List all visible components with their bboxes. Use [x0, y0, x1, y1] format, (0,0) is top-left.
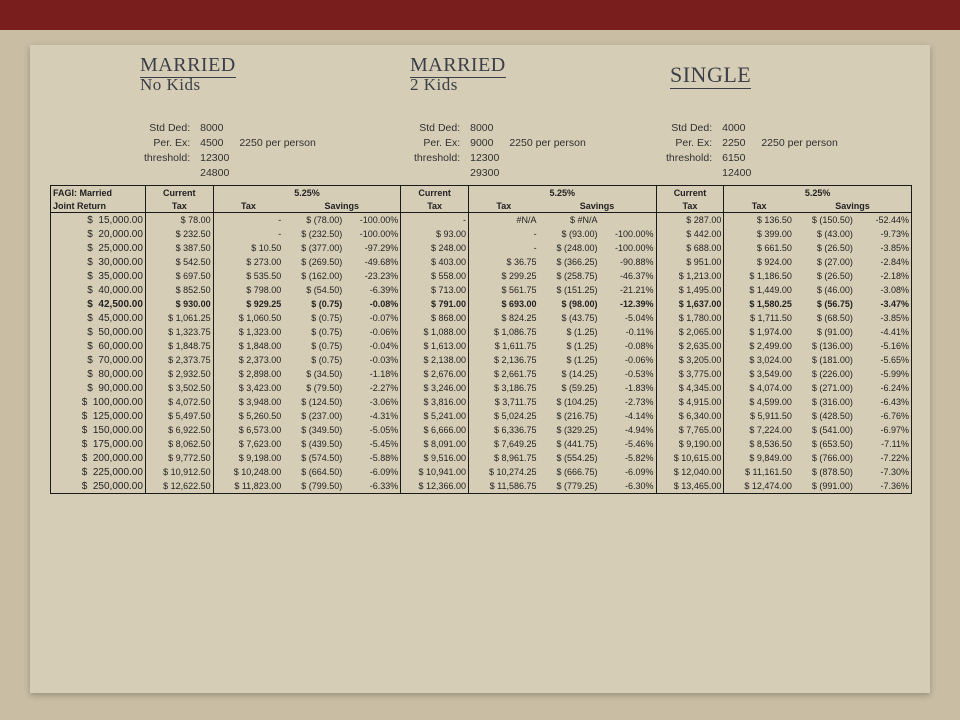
table-row: $ 25,000.00$ 387.50$ 10.50$ (377.00)-97.…: [51, 241, 912, 255]
table-row: $ 225,000.00$ 10,912.50$ 10,248.00$ (664…: [51, 465, 912, 479]
table-row: $ 60,000.00$ 1,848.75$ 1,848.00$ (0.75)-…: [51, 339, 912, 353]
table-row: $ 45,000.00$ 1,061.25$ 1,060.50$ (0.75)-…: [51, 311, 912, 325]
table-row: $ 15,000.00$ 78.00-$ (78.00)-100.00%-#N/…: [51, 213, 912, 228]
table-row: $ 70,000.00$ 2,373.75$ 2,373.00$ (0.75)-…: [51, 353, 912, 367]
table-row: $ 90,000.00$ 3,502.50$ 3,423.00$ (79.50)…: [51, 381, 912, 395]
table-row: $ 150,000.00$ 6,922.50$ 6,573.00$ (349.5…: [51, 423, 912, 437]
table-body: $ 15,000.00$ 78.00-$ (78.00)-100.00%-#N/…: [51, 213, 912, 494]
heading-single: SINGLE: [670, 63, 751, 86]
table-row: $ 30,000.00$ 542.50$ 273.00$ (269.50)-49…: [51, 255, 912, 269]
table-row: $ 35,000.00$ 697.50$ 535.50$ (162.00)-23…: [51, 269, 912, 283]
meta-single: Std Ded:4000 Per. Ex:22502250 per person…: [660, 120, 844, 182]
heading-married-2-kids: MARRIED 2 Kids: [410, 55, 506, 94]
table-row: $ 175,000.00$ 8,062.50$ 7,623.00$ (439.5…: [51, 437, 912, 451]
table-row: $ 20,000.00$ 232.50-$ (232.50)-100.00%$ …: [51, 227, 912, 241]
table-row: $ 125,000.00$ 5,497.50$ 5,260.50$ (237.0…: [51, 409, 912, 423]
meta-married-no-kids: Std Ded:8000 Per. Ex:45002250 per person…: [138, 120, 322, 182]
meta-married-2-kids: Std Ded:8000 Per. Ex:90002250 per person…: [408, 120, 592, 182]
table-header: FAGI: Married Current 5.25% Current 5.25…: [51, 186, 912, 213]
table-row: $ 100,000.00$ 4,072.50$ 3,948.00$ (124.5…: [51, 395, 912, 409]
tax-table: FAGI: Married Current 5.25% Current 5.25…: [50, 185, 912, 494]
table-row: $ 200,000.00$ 9,772.50$ 9,198.00$ (574.5…: [51, 451, 912, 465]
table-row: $ 80,000.00$ 2,932.50$ 2,898.00$ (34.50)…: [51, 367, 912, 381]
table-row: $ 250,000.00$ 12,622.50$ 11,823.00$ (799…: [51, 479, 912, 494]
tax-comparison-sheet: MARRIED No Kids MARRIED 2 Kids SINGLE St…: [30, 45, 930, 693]
heading-married-no-kids: MARRIED No Kids: [140, 55, 236, 94]
table-row: $ 40,000.00$ 852.50$ 798.00$ (54.50)-6.3…: [51, 283, 912, 297]
table-row: $ 42,500.00$ 930.00$ 929.25$ (0.75)-0.08…: [51, 297, 912, 311]
table-row: $ 50,000.00$ 1,323.75$ 1,323.00$ (0.75)-…: [51, 325, 912, 339]
